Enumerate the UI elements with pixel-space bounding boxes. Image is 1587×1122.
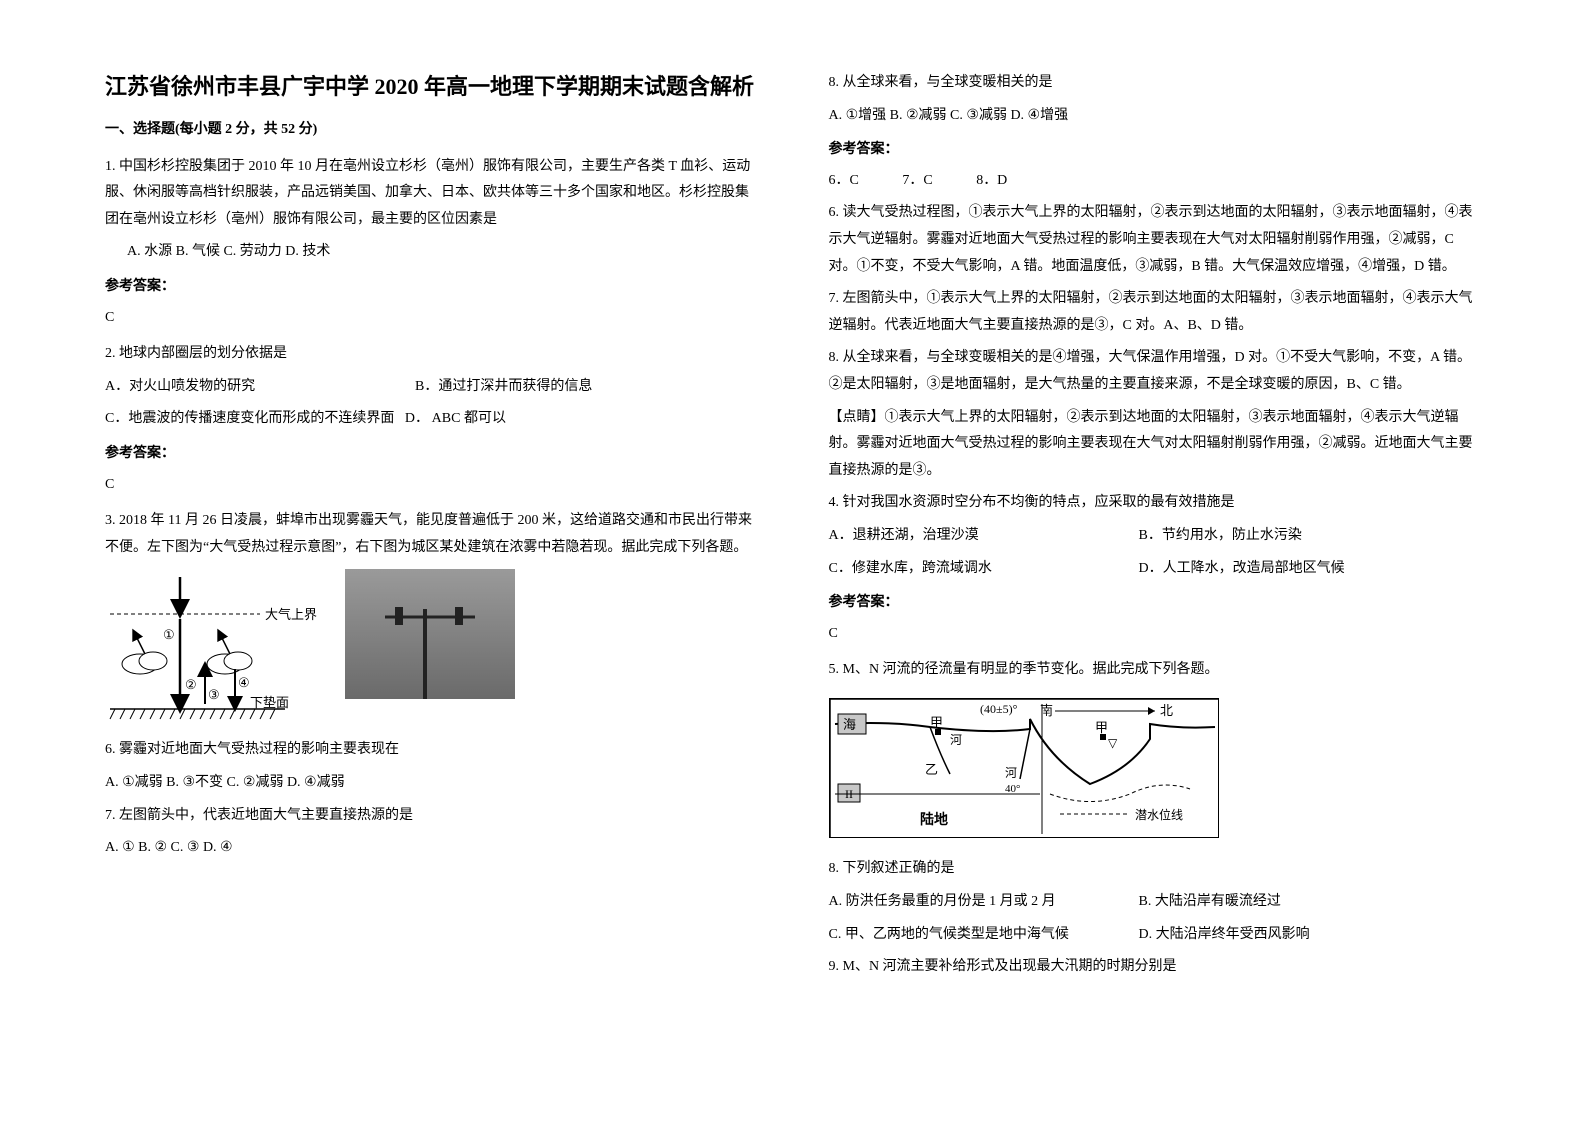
q3-exp6: 6. 读大气受热过程图，①表示大气上界的太阳辐射，②表示到达地面的太阳辐射，③表… [829, 200, 1483, 280]
arrow-4: ④ [238, 675, 250, 690]
q2-answer: C [105, 472, 759, 499]
q4-answer-label: 参考答案： [829, 590, 1483, 617]
map-jia2: 甲 [1095, 720, 1108, 735]
question-1: 1. 中国杉杉控股集团于 2010 年 10 月在亳州设立杉杉（亳州）服饰有限公… [105, 154, 759, 332]
q4-opt-a: A．退耕还湖，治理沙漠 [829, 523, 1139, 550]
fog-photo [345, 569, 515, 699]
map-river2: 河 [1005, 766, 1017, 780]
map-river1: 河 [950, 733, 962, 747]
q4-opt-b: B．节约用水，防止水污染 [1139, 523, 1302, 550]
q4-row2: C．修建水库，跨流域调水 D．人工降水，改造局部地区气候 [829, 556, 1483, 583]
map-sea: 海 [843, 717, 856, 732]
q4-row1: A．退耕还湖，治理沙漠 B．节约用水，防止水污染 [829, 523, 1483, 550]
section-heading: 一、选择题(每小题 2 分，共 52 分) [105, 117, 759, 144]
q3-ans7: 7．C [902, 173, 932, 188]
label-top: 大气上界 [265, 607, 317, 622]
q3-diagram-row: 大气上界 [105, 569, 759, 729]
arrow-2: ② [185, 677, 197, 692]
q5-sub8-b: B. 大陆沿岸有暖流经过 [1139, 889, 1281, 916]
question-3: 3. 2018 年 11 月 26 日凌晨，蚌埠市出现雾霾天气，能见度普遍低于 … [105, 508, 759, 862]
q5-sub8-a: A. 防洪任务最重的月份是 1 月或 2 月 [829, 889, 1139, 916]
q5-sub8-row2: C. 甲、乙两地的气候类型是地中海气候 D. 大陆沿岸终年受西风影响 [829, 922, 1483, 949]
q1-options: A. 水源 B. 气候 C. 劳动力 D. 技术 [105, 239, 759, 266]
map-yi: 乙 [925, 762, 938, 777]
q2-opt-b: B．通过打深井而获得的信息 [415, 374, 592, 401]
atmosphere-diagram: 大气上界 [105, 569, 325, 729]
arrow-1: ① [163, 627, 175, 642]
q4-answer: C [829, 621, 1483, 648]
q3-sub6-options: A. ①减弱 B. ③不变 C. ②减弱 D. ④减弱 [105, 770, 759, 797]
q2-opt-a: A．对火山喷发物的研究 [105, 374, 415, 401]
map-land: 陆地 [920, 811, 948, 828]
q3-exp7: 7. 左图箭头中，①表示大气上界的太阳辐射，②表示到达地面的太阳辐射，③表示地面… [829, 286, 1483, 339]
question-4: 4. 针对我国水资源时空分布不均衡的特点，应采取的最有效措施是 A．退耕还湖，治… [829, 490, 1483, 647]
map-lat: (40±5)° [980, 702, 1018, 716]
q3-sub8-text: 8. 从全球来看，与全球变暖相关的是 [829, 70, 1483, 97]
q4-opt-d: D．人工降水，改造局部地区气候 [1139, 556, 1345, 583]
q5-sub8-row1: A. 防洪任务最重的月份是 1 月或 2 月 B. 大陆沿岸有暖流经过 [829, 889, 1483, 916]
svg-text:40°: 40° [1005, 783, 1020, 795]
q5-sub8-text: 8. 下列叙述正确的是 [829, 856, 1483, 883]
q5-intro: 5. M、N 河流的径流量有明显的季节变化。据此完成下列各题。 [829, 657, 1483, 684]
left-column: 江苏省徐州市丰县广宇中学 2020 年高一地理下学期期末试题含解析 一、选择题(… [90, 70, 794, 1082]
q4-text: 4. 针对我国水资源时空分布不均衡的特点，应采取的最有效措施是 [829, 490, 1483, 517]
q3-tip: 【点睛】①表示大气上界的太阳辐射，②表示到达地面的太阳辐射，③表示地面辐射，④表… [829, 405, 1483, 485]
q3-ans6: 6．C [829, 173, 859, 188]
q3-sub7-options: A. ① B. ② C. ③ D. ④ [105, 835, 759, 862]
q3-exp8: 8. 从全球来看，与全球变暖相关的是④增强，大气保温作用增强，D 对。①不受大气… [829, 345, 1483, 398]
map-jia1: 甲 [930, 715, 943, 730]
map-diagram: (40±5)° 南 北 甲 甲 乙 河 河 海 II [829, 698, 1219, 838]
q3-intro: 3. 2018 年 11 月 26 日凌晨，蚌埠市出现雾霾天气，能见度普遍低于 … [105, 508, 759, 561]
document-title: 江苏省徐州市丰县广宇中学 2020 年高一地理下学期期末试题含解析 [105, 70, 759, 103]
q5-sub8-d: D. 大陆沿岸终年受西风影响 [1139, 922, 1310, 949]
q2-opt-d: D． ABC 都可以 [405, 411, 506, 426]
q5-sub8-c: C. 甲、乙两地的气候类型是地中海气候 [829, 922, 1139, 949]
q2-answer-label: 参考答案： [105, 441, 759, 468]
q3-answers-row: 6．C 7．C 8．D [829, 168, 1483, 195]
arrow-3: ③ [208, 687, 220, 702]
q3-sub6-text: 6. 雾霾对近地面大气受热过程的影响主要表现在 [105, 737, 759, 764]
q1-answer: C [105, 305, 759, 332]
q1-answer-label: 参考答案： [105, 274, 759, 301]
map-waterlevel: 潜水位线 [1135, 807, 1183, 822]
q2-options-row2: C．地震波的传播速度变化而形成的不连续界面 D． ABC 都可以 [105, 406, 759, 433]
question-2: 2. 地球内部圈层的划分依据是 A．对火山喷发物的研究 B．通过打深井而获得的信… [105, 341, 759, 498]
q3-answer-label: 参考答案： [829, 137, 1483, 164]
q1-text: 1. 中国杉杉控股集团于 2010 年 10 月在亳州设立杉杉（亳州）服饰有限公… [105, 154, 759, 234]
question-5: 5. M、N 河流的径流量有明显的季节变化。据此完成下列各题。 (40±5)° … [829, 657, 1483, 981]
label-bottom: 下垫面 [250, 695, 289, 710]
q2-text: 2. 地球内部圈层的划分依据是 [105, 341, 759, 368]
map-north: 北 [1160, 703, 1173, 718]
q3-sub8-options: A. ①增强 B. ②减弱 C. ③减弱 D. ④增强 [829, 103, 1483, 130]
q5-sub9-text: 9. M、N 河流主要补给形式及出现最大汛期的时期分别是 [829, 954, 1483, 981]
right-column: 8. 从全球来看，与全球变暖相关的是 A. ①增强 B. ②减弱 C. ③减弱 … [794, 70, 1498, 1082]
svg-text:▽: ▽ [1108, 736, 1118, 750]
q3-sub7-text: 7. 左图箭头中，代表近地面大气主要直接热源的是 [105, 803, 759, 830]
q2-options-row1: A．对火山喷发物的研究 B．通过打深井而获得的信息 [105, 374, 759, 401]
q3-ans8: 8．D [976, 173, 1007, 188]
q2-opt-c: C．地震波的传播速度变化而形成的不连续界面 [105, 411, 394, 426]
q4-opt-c: C．修建水库，跨流域调水 [829, 556, 1139, 583]
